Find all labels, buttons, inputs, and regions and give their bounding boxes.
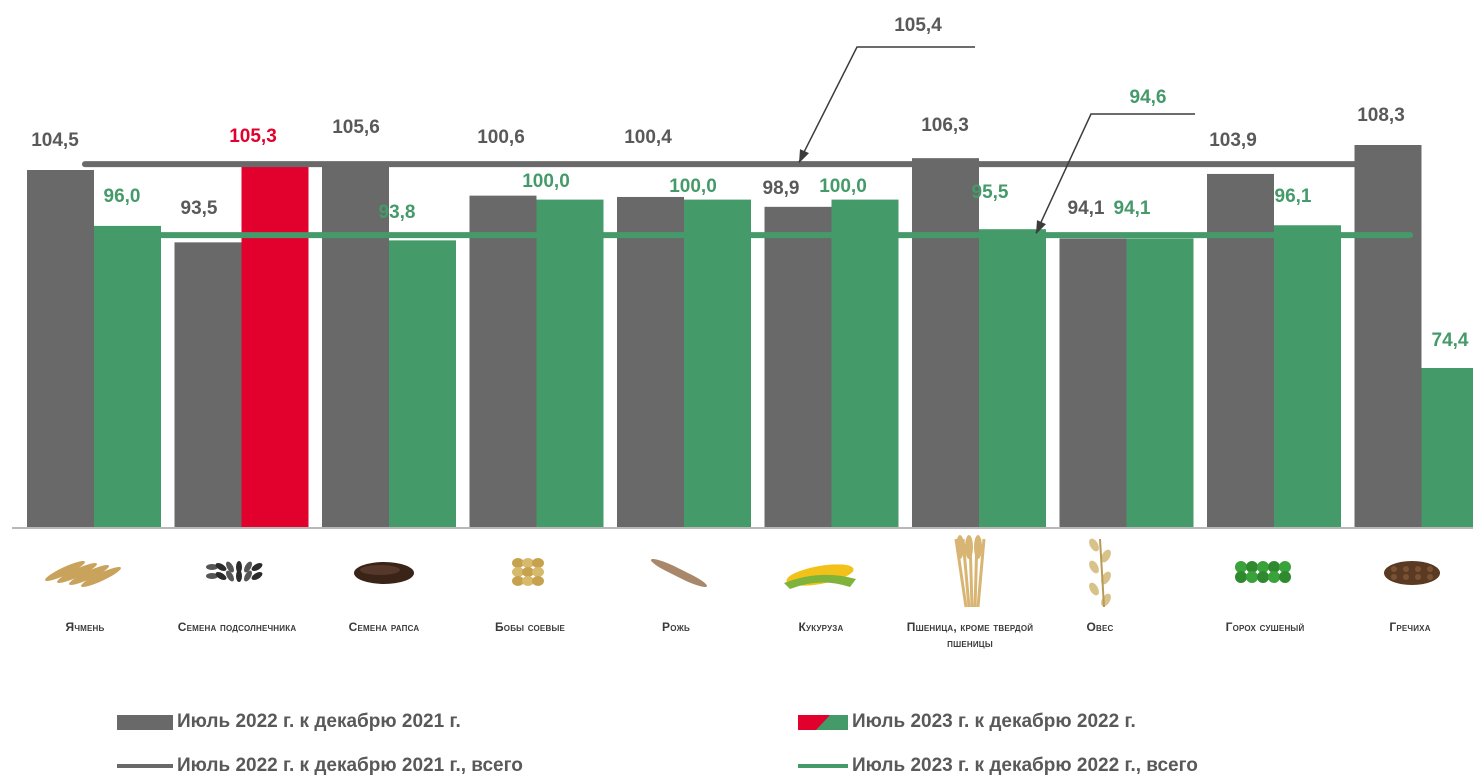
bar-series2-6 [831, 199, 899, 527]
rapeseed-icon [354, 562, 414, 584]
data-label-series1-6: 98,9 [763, 178, 800, 199]
data-label-series2-6: 100,0 [819, 176, 867, 197]
sunflower-seeds-icon [206, 561, 263, 582]
data-label-series2-10: 74,4 [1432, 330, 1469, 351]
data-label-series1-9: 103,9 [1209, 130, 1257, 151]
data-label-series2-5: 100,0 [669, 176, 717, 197]
wheat-icon [954, 535, 986, 608]
data-label-series1-8: 94,1 [1068, 198, 1105, 219]
legend-line-ref2 [798, 764, 848, 768]
legend-item-ref2: Июль 2023 г. к декабрю 2022 г., всего [798, 755, 1198, 777]
legend-label-ref1: Июль 2022 г. к декабрю 2021 г., всего [177, 755, 523, 776]
rye-icon [650, 559, 708, 587]
bar-series1-4 [469, 195, 537, 527]
bar-series1-6 [764, 206, 832, 527]
category-label-3: Семена рапса [348, 620, 420, 634]
data-label-series2-3: 93,8 [379, 202, 416, 223]
category-label-5: Рожь [662, 620, 690, 634]
bar-series1-7 [912, 158, 979, 527]
soybeans-icon [512, 558, 544, 586]
bar-series1-10 [1354, 145, 1422, 527]
callout-arrow-total-2022 [799, 149, 809, 164]
bar-series2-1 [94, 225, 161, 527]
bar-series1-3 [322, 162, 389, 528]
bar-series2-3 [389, 240, 456, 527]
category-label-2: Семена подсолнечника [177, 620, 297, 634]
data-label-series1-3: 105,6 [332, 117, 380, 138]
data-label-series1-7: 106,3 [921, 115, 969, 136]
category-label-1: Ячмень [65, 620, 105, 634]
bar-series1-5 [617, 196, 684, 528]
callout-leader-total-2022 [798, 46, 975, 163]
peas-icon [1235, 561, 1291, 583]
legend-item-series1: Июль 2022 г. к декабрю 2021 г. [117, 711, 461, 733]
data-label-series1-2: 93,5 [181, 198, 218, 219]
bar-series2-4 [536, 199, 604, 527]
bar-series1-9 [1207, 173, 1274, 527]
legend-label-ref2: Июль 2023 г. к декабрю 2022 г., всего [852, 755, 1198, 776]
bar-series2-2 [241, 164, 309, 528]
category-label-9: Горох сушеный [1225, 620, 1305, 634]
legend-label-series1: Июль 2022 г. к декабрю 2021 г. [177, 711, 461, 732]
chart-plot: 105,4 94,6 104,5 96,0 93,5 105,3 105,6 93,8 100,… [12, 15, 1473, 529]
legend-item-series2: Июль 2023 г. к декабрю 2022 г. [798, 711, 1136, 733]
legend-item-ref1: Июль 2022 г. к декабрю 2021 г., всего [117, 755, 523, 777]
callout-arrow-total-2023 [1036, 220, 1046, 235]
category-label-7: Пшеница, кроме твердой пшеницы [906, 620, 1034, 650]
category-icons-svg [44, 535, 1440, 608]
buckwheat-icon [1384, 561, 1440, 585]
data-label-series1-1: 104,5 [31, 130, 79, 151]
bar-series2-5 [684, 199, 751, 527]
data-label-series2-7: 95,5 [972, 182, 1009, 203]
bar-series2-7 [979, 229, 1046, 527]
bar-series2-8 [1126, 238, 1194, 527]
bar-series1-2 [174, 242, 242, 527]
data-label-series2-8: 94,1 [1114, 198, 1151, 219]
bar-series1-1 [27, 169, 94, 527]
data-label-series1-4: 100,6 [477, 127, 525, 148]
data-label-series1-5: 100,4 [624, 127, 672, 148]
data-label-series1-10: 108,3 [1357, 105, 1405, 126]
legend-swatch-series1 [117, 714, 173, 730]
ref-label-total-2022: 105,4 [894, 15, 942, 36]
data-label-series2-4: 100,0 [522, 171, 570, 192]
oats-icon [1089, 538, 1111, 608]
legend-line-ref1 [117, 764, 173, 768]
data-label-series2-2: 105,3 [229, 126, 277, 147]
bar-series1-8 [1059, 238, 1127, 527]
category-label-8: Овес [1086, 620, 1114, 634]
data-label-series2-9: 96,1 [1275, 186, 1312, 207]
bar-series2-10 [1421, 368, 1473, 527]
legend-label-series2: Июль 2023 г. к декабрю 2022 г. [852, 711, 1136, 732]
category-label-6: Кукуруза [798, 620, 844, 634]
category-label-4: Бобы соевые [494, 620, 566, 634]
barley-icon [44, 561, 122, 587]
legend-swatch-series2 [798, 714, 848, 730]
callout-leader-total-2023 [1035, 113, 1195, 234]
category-label-10: Гречиха [1389, 620, 1431, 634]
data-label-series2-1: 96,0 [104, 186, 141, 207]
ref-label-total-2023: 94,6 [1130, 87, 1167, 108]
corn-icon [784, 564, 856, 589]
bar-series2-9 [1274, 225, 1341, 527]
